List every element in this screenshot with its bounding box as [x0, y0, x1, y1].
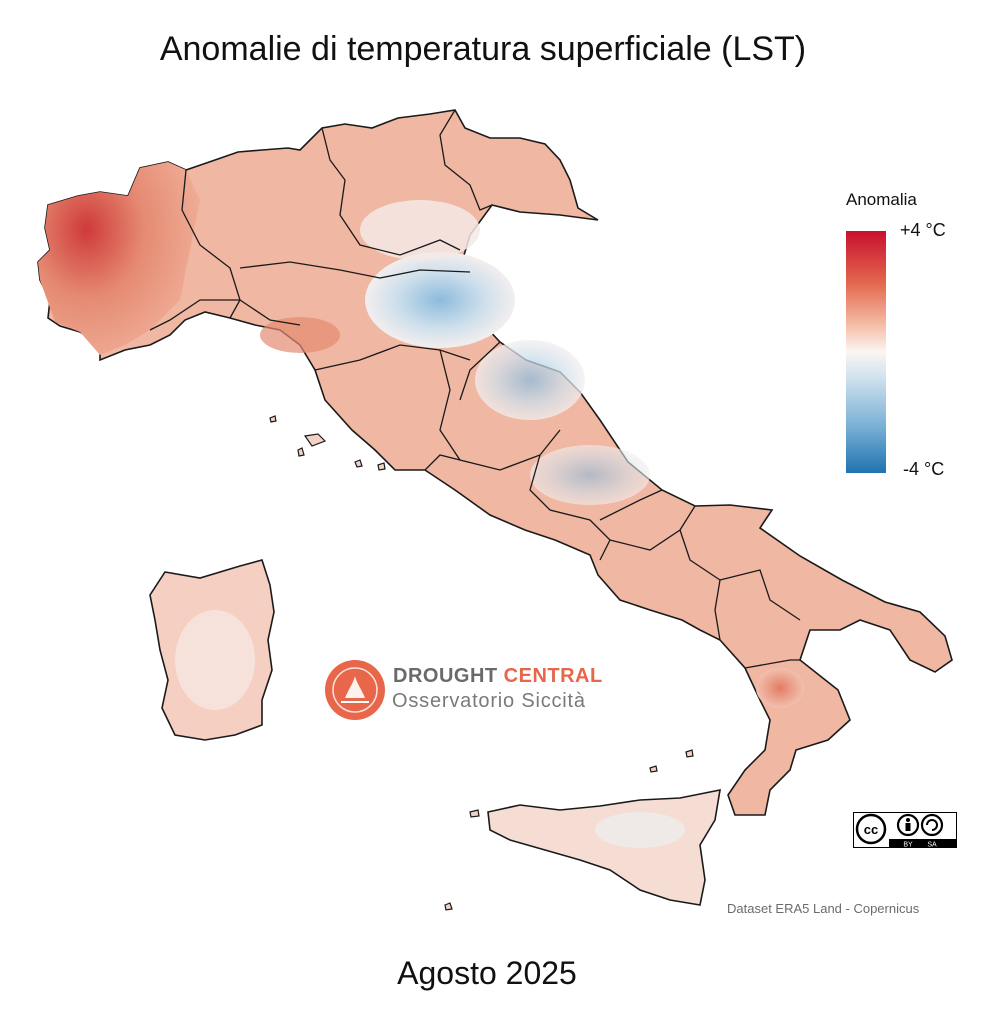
legend-color-bar — [846, 231, 886, 473]
dataset-credit: Dataset ERA5 Land - Copernicus — [727, 901, 920, 916]
calabria-warm-zone — [756, 668, 804, 708]
license-sa-label: SA — [927, 842, 937, 849]
sicily — [487, 788, 721, 906]
logo-name-part2: CENTRAL — [503, 665, 603, 687]
legend-title: Anomalia — [846, 190, 917, 209]
license-by-label: BY — [903, 842, 913, 849]
logo-tagline: Osservatorio Siccità — [392, 690, 586, 712]
by-icon — [896, 813, 920, 837]
map-subtitle: Agosto 2025 — [397, 955, 577, 991]
svg-text:cc: cc — [864, 822, 878, 837]
drought-central-logo-icon — [325, 660, 385, 720]
logo-name-part1: DROUGHT — [393, 665, 504, 687]
map-title: Anomalie di temperatura superficiale (LS… — [159, 30, 807, 68]
liguria-warm-zone — [260, 317, 340, 353]
marche-cool-zone — [475, 340, 585, 420]
veneto-neutral-zone — [360, 200, 480, 260]
logo-name: DROUGHT CENTRAL — [393, 665, 603, 688]
small-islands — [269, 415, 694, 911]
legend-min-label: -4 °C — [903, 459, 945, 479]
abruzzo-cool-zone — [530, 445, 650, 505]
region-borders — [149, 109, 801, 669]
sa-icon — [920, 813, 944, 837]
adriatic-cool-zone — [365, 252, 515, 348]
legend-max-label: +4 °C — [900, 220, 946, 240]
cc-icon: cc — [855, 813, 887, 845]
piemonte-hotspot — [38, 162, 200, 355]
sardinia-neutral-zone — [175, 610, 255, 710]
sicily-neutral-zone — [595, 812, 685, 848]
cc-by-sa-badge: cc BY SA — [853, 812, 957, 848]
